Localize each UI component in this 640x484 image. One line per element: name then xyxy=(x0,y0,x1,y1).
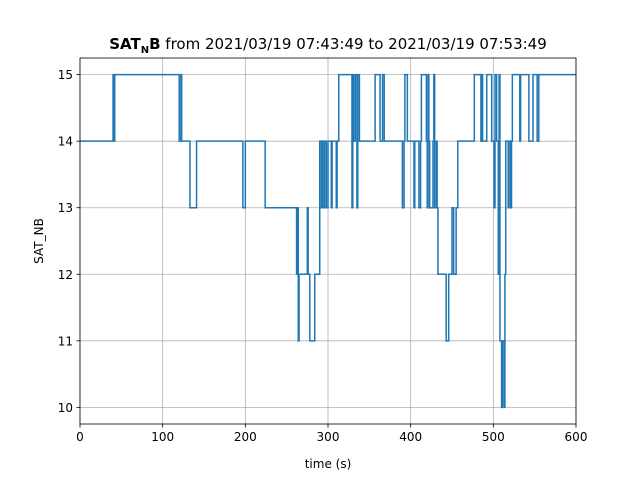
x-tick-label: 100 xyxy=(151,430,174,444)
ticks: 0 100 200 300 400 500 600 10 11 12 13 14 15 xyxy=(58,68,588,444)
title-time-range: from 2021/03/19 07:43:49 to 2021/03/19 0… xyxy=(161,35,547,53)
x-tick-label: 500 xyxy=(482,430,505,444)
series-layer xyxy=(80,73,576,409)
chart-title: SATNB from 2021/03/19 07:43:49 to 2021/0… xyxy=(109,35,547,56)
x-tick-label: 0 xyxy=(76,430,84,444)
y-tick-label: 14 xyxy=(58,135,73,149)
y-tick-label: 15 xyxy=(58,68,73,82)
x-tick-label: 600 xyxy=(565,430,588,444)
title-bold-tail: B xyxy=(149,35,160,53)
sat-nb-series-line xyxy=(80,73,576,409)
y-axis-label: SAT_NB xyxy=(32,218,46,264)
y-tick-label: 12 xyxy=(58,268,73,282)
y-tick-label: 10 xyxy=(58,401,73,415)
x-axis-label: time (s) xyxy=(305,457,352,471)
y-tick-label: 13 xyxy=(58,201,73,215)
title-bold-main: SAT xyxy=(109,35,141,53)
x-tick-label: 400 xyxy=(399,430,422,444)
y-tick-label: 11 xyxy=(58,334,73,348)
x-tick-label: 300 xyxy=(317,430,340,444)
title-bold-subscript: N xyxy=(141,45,149,56)
x-tick-label: 200 xyxy=(234,430,257,444)
